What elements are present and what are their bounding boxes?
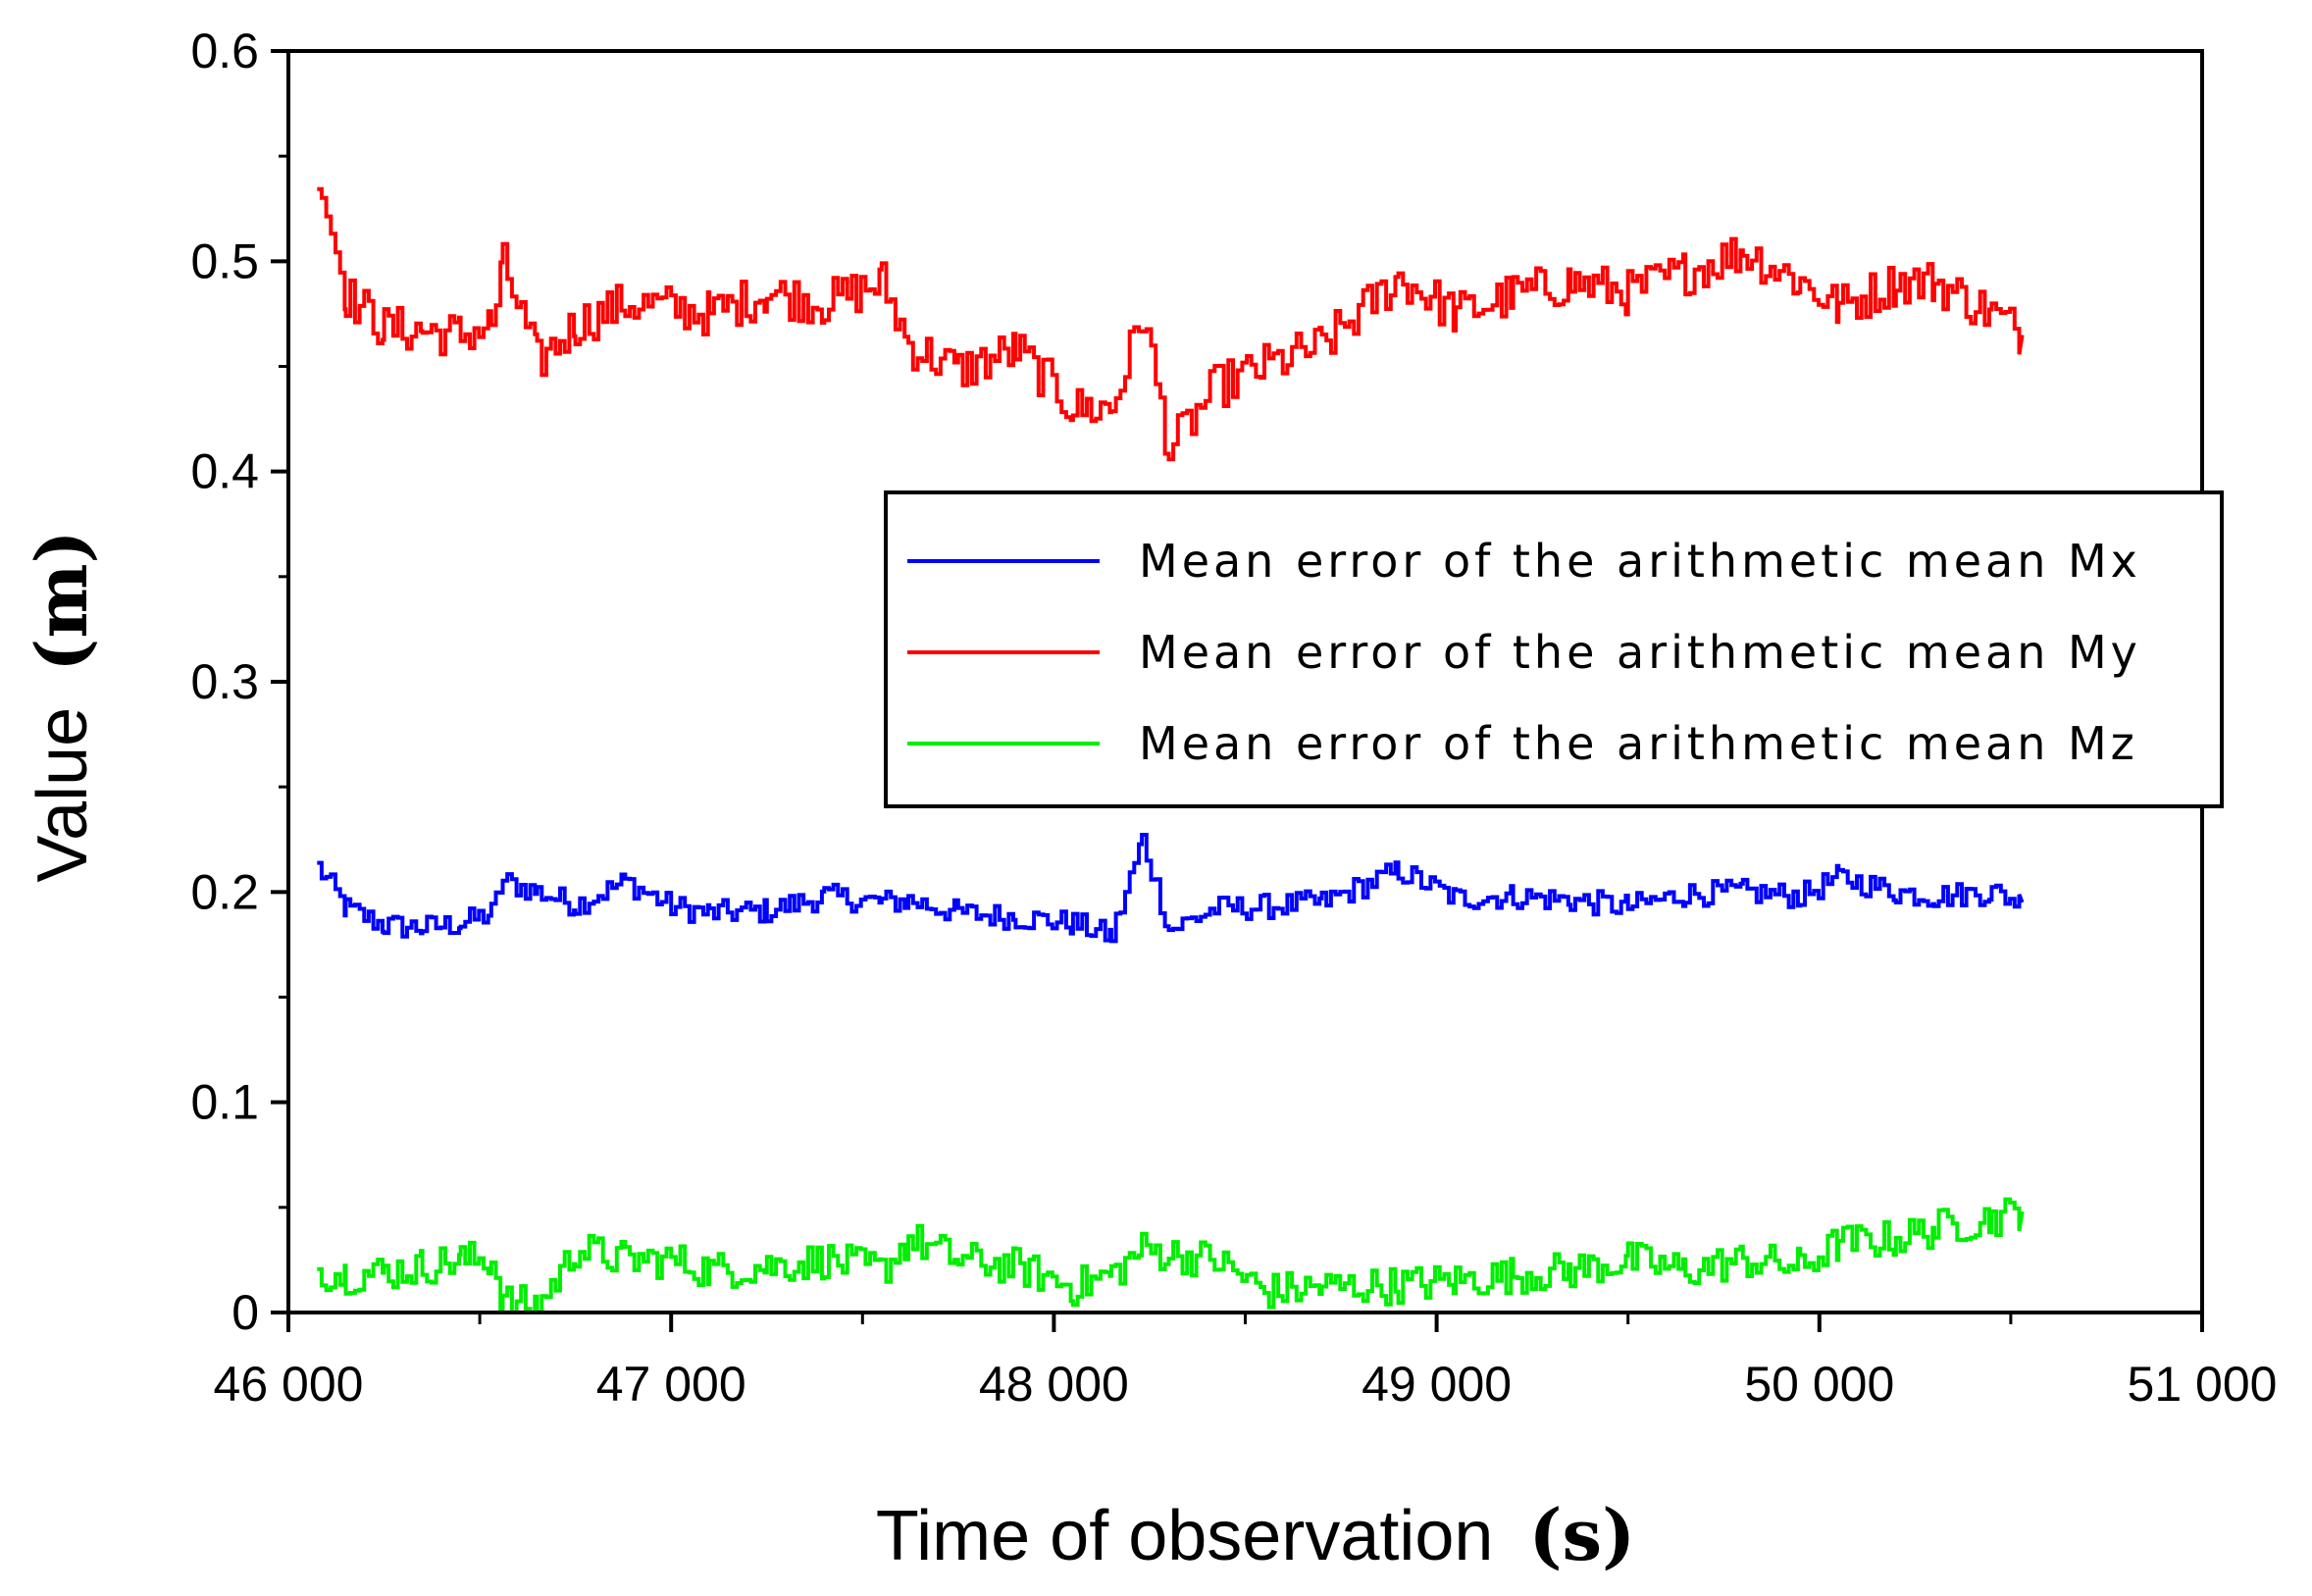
x-axis-title-text: Time of observation [876, 1497, 1494, 1575]
y-axis-title-text: Value [24, 707, 102, 883]
y-tick-label: 0.2 [190, 864, 259, 919]
series-line-my [317, 186, 2025, 462]
x-tick-label: 50 000 [1744, 1357, 1894, 1412]
y-tick-label: 0.4 [190, 444, 259, 499]
y-tick-label: 0 [231, 1285, 259, 1340]
y-tick-label: 0.5 [190, 233, 259, 288]
y-tick-label: 0.1 [190, 1075, 259, 1130]
x-tick-label: 49 000 [1362, 1357, 1512, 1412]
legend-label-mx: Mean error of the arithmetic mean Mx [1139, 535, 2141, 588]
legend: Mean error of the arithmetic mean Mx Mean… [884, 490, 2224, 808]
series-line-mz [317, 1197, 2025, 1314]
series-layer [317, 186, 2025, 1314]
y-axis-title: Value (m) [20, 530, 103, 882]
x-tick-label: 51 000 [2128, 1357, 2278, 1412]
x-tick-label: 47 000 [596, 1357, 746, 1412]
y-axis-title-unit: (m) [20, 530, 103, 671]
x-tick-label: 48 000 [979, 1357, 1129, 1412]
axis-titles: Time of observation (s) Value (m) [20, 530, 1635, 1576]
x-axis-title: Time of observation (s) [876, 1493, 1635, 1576]
x-axis-title-unit: (s) [1528, 1493, 1635, 1576]
series-line-mx [317, 833, 2025, 944]
y-tick-label: 0.6 [190, 24, 259, 78]
x-tick-label: 46 000 [214, 1357, 364, 1412]
axes-layer: 0 0.1 0.2 0.3 0.4 0.5 0.6 46 000 47 000 48 000 49 … [190, 24, 2277, 1412]
y-tick-label: 0.3 [190, 654, 259, 709]
legend-box [884, 490, 2224, 808]
legend-label-my: Mean error of the arithmetic mean My [1139, 626, 2141, 679]
legend-label-mz: Mean error of the arithmetic mean Mz [1139, 717, 2138, 770]
